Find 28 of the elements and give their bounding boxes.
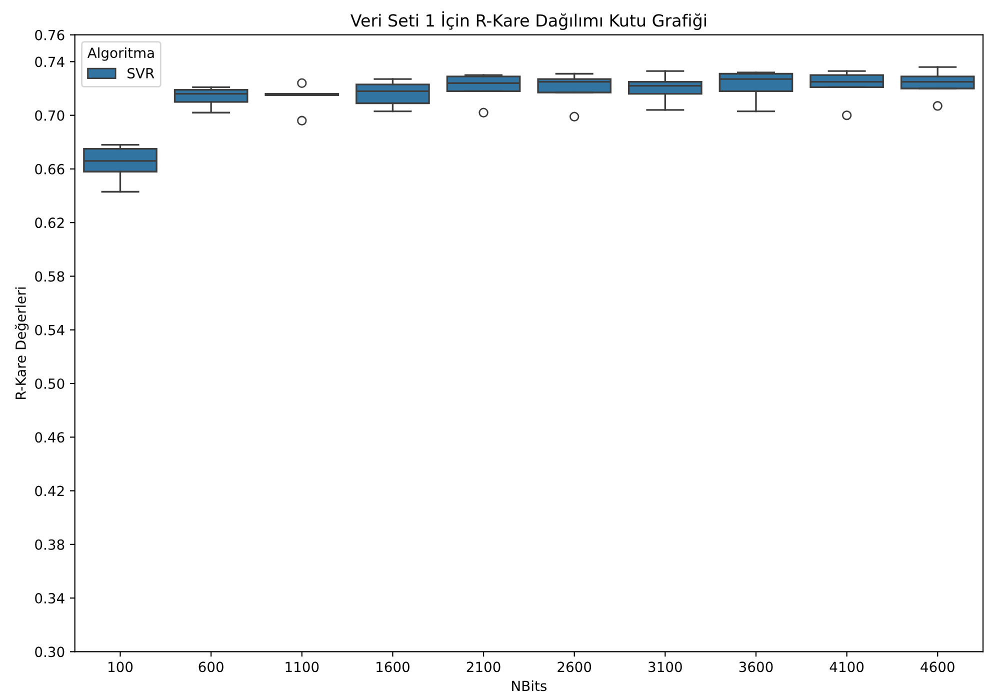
y-tick-label: 0.70 xyxy=(35,110,64,121)
x-tick-label: 2100 xyxy=(466,662,500,672)
y-tick-label: 0.42 xyxy=(35,486,64,496)
x-tick-label: 1600 xyxy=(376,662,410,672)
y-tick-label: 0.76 xyxy=(35,30,64,40)
x-tick-label: 4600 xyxy=(920,662,954,672)
legend-label: SVR xyxy=(128,68,154,78)
y-tick-label: 0.46 xyxy=(35,432,64,443)
y-tick-label: 0.66 xyxy=(35,164,64,174)
chart-title: Veri Seti 1 İçin R-Kare Dağılımı Kutu Grafiği xyxy=(350,11,706,30)
y-tick-label: 0.30 xyxy=(35,646,64,658)
x-tick-label: 3600 xyxy=(739,662,773,672)
x-tick-label: 4100 xyxy=(830,662,864,672)
x-tick-label: 100 xyxy=(108,662,133,672)
legend-title: Algoritma xyxy=(87,47,154,61)
y-tick-label: 0.38 xyxy=(35,539,64,550)
y-axis-title: R-Kare Değerleri xyxy=(14,288,29,399)
x-tick-label: 1100 xyxy=(286,662,319,672)
y-tick-label: 0.74 xyxy=(35,56,64,68)
y-tick-label: 0.34 xyxy=(35,593,64,604)
x-tick-label: 2600 xyxy=(558,662,592,672)
y-tick-label: 0.54 xyxy=(35,324,64,336)
y-tick-label: 0.62 xyxy=(35,218,64,228)
x-tick-label: 3100 xyxy=(648,662,682,672)
y-tick-label: 0.58 xyxy=(35,271,64,282)
x-tick-label: 600 xyxy=(198,662,224,672)
y-tick-label: 0.50 xyxy=(35,378,64,389)
x-axis-title: NBits xyxy=(512,680,546,692)
